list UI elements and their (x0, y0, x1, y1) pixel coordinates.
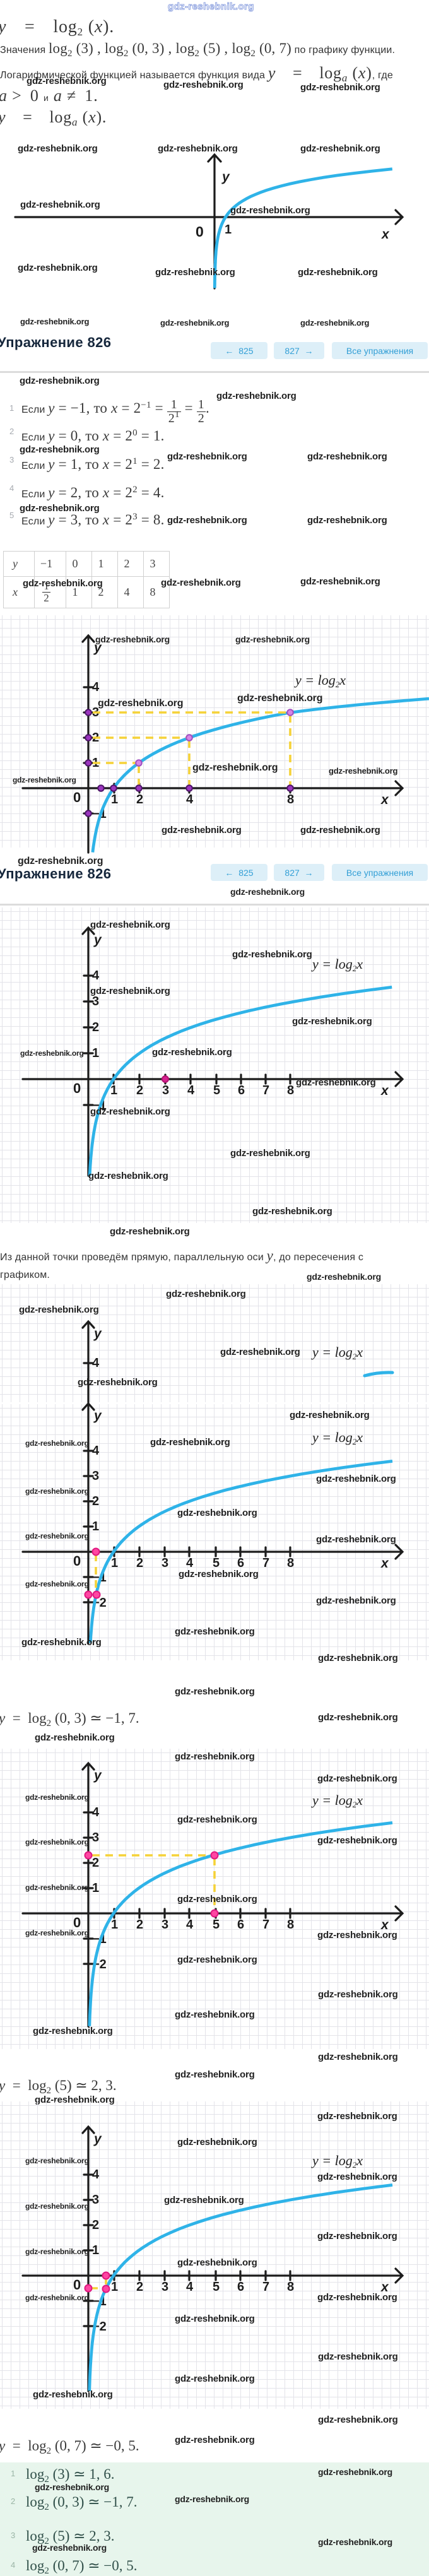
svg-text:6: 6 (238, 1084, 245, 1097)
svg-text:3: 3 (162, 1918, 168, 1932)
svg-text:x: x (380, 1918, 389, 1932)
svg-text:2: 2 (92, 2218, 99, 2232)
svg-text:y: y (93, 2132, 102, 2146)
svg-text:8: 8 (287, 793, 294, 806)
svg-text:2: 2 (136, 2280, 143, 2294)
svg-text:x: x (381, 227, 390, 242)
svg-text:3: 3 (92, 1469, 99, 1483)
svg-text:2: 2 (92, 1020, 99, 1034)
svg-text:1: 1 (92, 1046, 99, 1060)
svg-text:4: 4 (186, 1918, 194, 1932)
svg-text:3: 3 (92, 2193, 99, 2207)
svg-text:y = log2x: y = log2x (311, 1792, 363, 1809)
svg-text:0: 0 (73, 1915, 81, 1930)
svg-text:4: 4 (186, 2280, 194, 2294)
svg-text:y = log2x: y = log2x (311, 1429, 363, 1446)
svg-text:1: 1 (92, 2243, 99, 2257)
svg-text:y = log2x: y = log2x (311, 956, 363, 973)
svg-text:3: 3 (92, 1831, 99, 1845)
svg-text:1: 1 (111, 1918, 118, 1932)
svg-text:y: y (93, 1768, 102, 1783)
svg-text:1: 1 (110, 1084, 117, 1097)
svg-text:4: 4 (186, 1556, 194, 1570)
svg-text:x: x (380, 1556, 389, 1571)
svg-text:1: 1 (92, 1881, 99, 1895)
svg-text:4: 4 (187, 1084, 195, 1097)
svg-text:x: x (380, 1084, 389, 1098)
svg-text:0: 0 (196, 223, 204, 240)
svg-text:3: 3 (162, 2280, 168, 2294)
svg-text:4: 4 (92, 2168, 100, 2182)
svg-text:0: 0 (73, 1553, 81, 1569)
svg-text:4: 4 (92, 1805, 100, 1819)
svg-text:y: y (93, 641, 102, 655)
svg-text:6: 6 (237, 1556, 244, 1570)
svg-text:4: 4 (186, 793, 194, 806)
svg-text:2: 2 (136, 1556, 143, 1570)
svg-text:y = log2x: y = log2x (294, 672, 346, 689)
svg-text:0: 0 (73, 2277, 81, 2293)
svg-text:5: 5 (213, 1084, 220, 1097)
svg-text:0: 0 (73, 1080, 81, 1096)
svg-text:4: 4 (92, 680, 100, 694)
svg-text:2: 2 (136, 1084, 143, 1097)
svg-text:6: 6 (237, 1918, 244, 1932)
svg-text:y: y (93, 1409, 102, 1423)
svg-text:5: 5 (213, 2280, 220, 2294)
svg-text:1: 1 (92, 1520, 99, 1533)
svg-text:5: 5 (213, 1556, 220, 1570)
svg-text:3: 3 (162, 1556, 168, 1570)
svg-text:8: 8 (287, 1918, 294, 1932)
svg-text:1: 1 (111, 2280, 118, 2294)
svg-text:3: 3 (92, 995, 99, 1008)
svg-text:6: 6 (237, 2280, 244, 2294)
svg-text:y: y (93, 933, 102, 947)
svg-text:x: x (380, 2280, 389, 2295)
svg-text:3: 3 (162, 1084, 169, 1097)
svg-text:1: 1 (111, 793, 118, 806)
svg-text:2: 2 (92, 1494, 99, 1508)
svg-text:7: 7 (262, 1918, 269, 1932)
svg-text:1: 1 (111, 1556, 118, 1570)
svg-text:7: 7 (262, 2280, 269, 2294)
svg-text:y: y (93, 1326, 102, 1341)
svg-text:2: 2 (136, 793, 143, 806)
svg-text:7: 7 (262, 1084, 269, 1097)
svg-text:8: 8 (287, 1084, 294, 1097)
svg-text:4: 4 (92, 1444, 100, 1458)
svg-text:2: 2 (136, 1918, 143, 1932)
svg-text:4: 4 (92, 969, 100, 983)
svg-text:y = log2x: y = log2x (311, 2153, 363, 2170)
svg-text:4: 4 (92, 1356, 100, 1370)
svg-text:1: 1 (225, 223, 232, 237)
svg-text:5: 5 (213, 1918, 220, 1932)
svg-text:8: 8 (287, 1556, 294, 1570)
svg-text:0: 0 (73, 789, 81, 805)
svg-text:y: y (221, 170, 230, 184)
svg-text:2: 2 (92, 1856, 99, 1870)
svg-text:x: x (380, 793, 389, 807)
svg-text:7: 7 (262, 1556, 269, 1570)
svg-text:y = log2x: y = log2x (311, 1344, 363, 1361)
svg-text:8: 8 (287, 2280, 294, 2294)
